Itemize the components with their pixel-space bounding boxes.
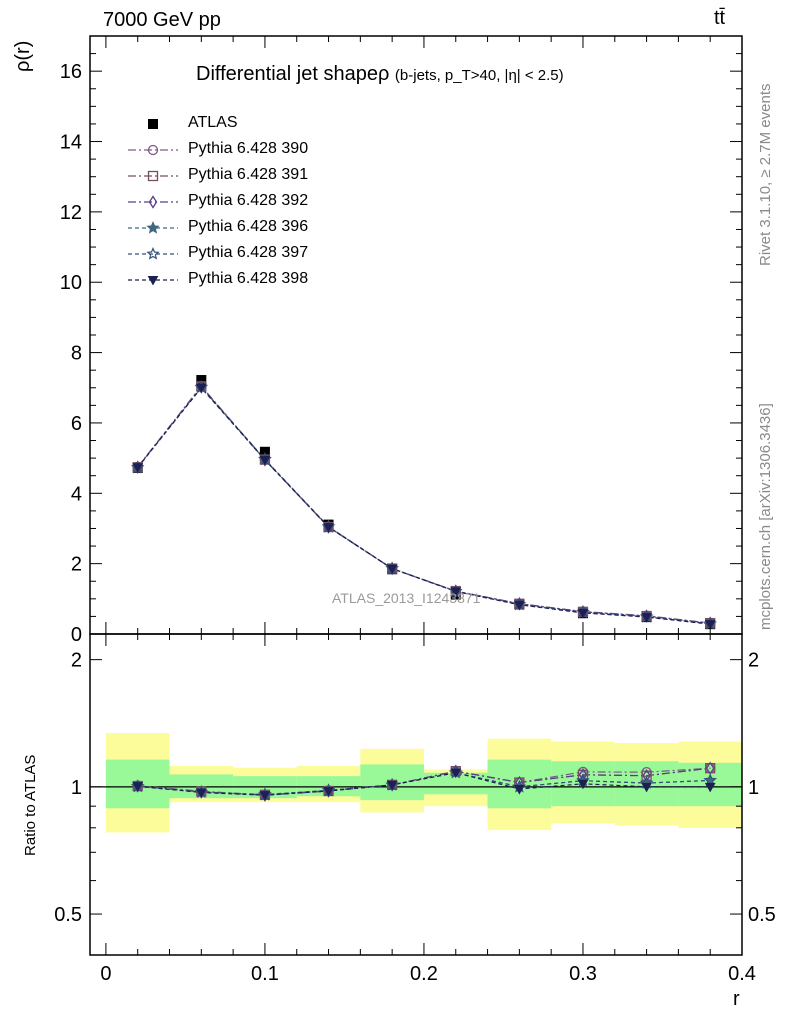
series-point <box>386 564 398 575</box>
series-line <box>137 386 711 624</box>
legend-marker <box>146 220 160 234</box>
ratio-series-point <box>450 768 462 779</box>
x-tick-label: 0.3 <box>569 963 597 985</box>
y-tick-label: 16 <box>60 61 82 83</box>
data-point <box>259 446 270 457</box>
ratio-series-point <box>132 782 144 792</box>
analysis-watermark: ATLAS_2013_I1243871 <box>332 590 481 606</box>
series-point <box>259 455 271 466</box>
ratio-y-axis-label: Ratio to ATLAS <box>22 754 39 856</box>
ratio-series-point <box>195 788 207 799</box>
y-tick-label: 14 <box>60 132 82 154</box>
series-point <box>323 523 334 533</box>
legend-marker <box>147 144 159 156</box>
series-line <box>137 386 711 625</box>
mcplots-label: mcplots.cern.ch [arXiv:1306.3436] <box>757 403 774 630</box>
legend-label: Pythia 6.428 397 <box>188 244 309 261</box>
ratio-series-point <box>577 779 589 790</box>
series-line <box>137 385 711 624</box>
series-point <box>132 463 144 473</box>
legend-label: Pythia 6.428 391 <box>188 166 309 183</box>
rivet-version-label: Rivet 3.1.10, ≥ 2.7M events <box>757 83 774 267</box>
series-line <box>137 386 711 625</box>
ratio-series-point <box>323 787 334 797</box>
series-point <box>514 600 525 611</box>
ratio-plot-frame <box>89 633 743 956</box>
legend-marker-atlas <box>148 119 158 129</box>
process-label: tt̄ <box>714 7 726 29</box>
ratio-y-tick-label-right: 1 <box>748 777 759 799</box>
y-tick-label: 12 <box>60 202 82 224</box>
legend-marker <box>147 170 159 182</box>
ratio-series-line <box>137 772 711 796</box>
x-tick-label: 0.4 <box>728 963 756 985</box>
legend-label: Pythia 6.428 392 <box>188 192 309 209</box>
collision-label: 7000 GeV pp <box>103 9 221 31</box>
legend-marker <box>147 276 159 286</box>
x-tick-label: 0 <box>100 963 111 985</box>
series-point <box>704 620 716 630</box>
y-tick-label: 4 <box>71 483 82 505</box>
x-tick-label: 0.1 <box>251 963 279 985</box>
ratio-band-inner <box>423 772 488 795</box>
ratio-y-tick-label: 2 <box>71 650 82 672</box>
series-point <box>577 608 589 619</box>
legend-label: Pythia 6.428 396 <box>188 218 309 235</box>
y-tick-label: 2 <box>71 554 82 576</box>
y-tick-label: 8 <box>71 343 82 365</box>
series-line <box>137 385 711 624</box>
legend-label: Pythia 6.428 390 <box>188 140 309 157</box>
chart-title-main: Differential jet shapeρ <box>196 63 390 85</box>
series-point <box>450 587 462 597</box>
legend-marker <box>148 195 158 209</box>
ratio-series-line <box>137 767 711 796</box>
legend-label: Pythia 6.428 398 <box>188 270 309 287</box>
ratio-series-point <box>259 791 271 801</box>
ratio-series-point <box>641 782 652 793</box>
legend-marker <box>146 246 160 260</box>
ratio-y-tick-label: 0.5 <box>54 904 82 926</box>
y-tick-label: 6 <box>71 413 82 435</box>
data-point <box>196 375 207 386</box>
ratio-y-tick-label-right: 0.5 <box>748 904 776 926</box>
y-tick-label: 0 <box>71 624 82 646</box>
ratio-series-point <box>386 780 398 791</box>
y-axis-label: ρ(r) <box>12 40 34 72</box>
chart-title: Differential jet shapeρ (b-jets, p_T>40,… <box>196 63 564 86</box>
ratio-series-line <box>137 767 711 796</box>
chart-title-cuts: (b-jets, p_T>40, |η| < 2.5) <box>394 67 564 84</box>
series-line <box>137 386 711 625</box>
ratio-series-point <box>704 782 716 793</box>
legend-label: ATLAS <box>188 114 238 131</box>
series-point <box>641 613 652 623</box>
x-tick-label: 0.2 <box>410 963 438 985</box>
y-tick-label: 10 <box>60 272 82 294</box>
ratio-y-tick-label: 1 <box>71 777 82 799</box>
series-point <box>195 383 207 394</box>
ratio-y-tick-label-right: 2 <box>748 650 759 672</box>
ratio-series-point <box>514 785 525 795</box>
x-axis-label: r <box>733 988 740 1010</box>
